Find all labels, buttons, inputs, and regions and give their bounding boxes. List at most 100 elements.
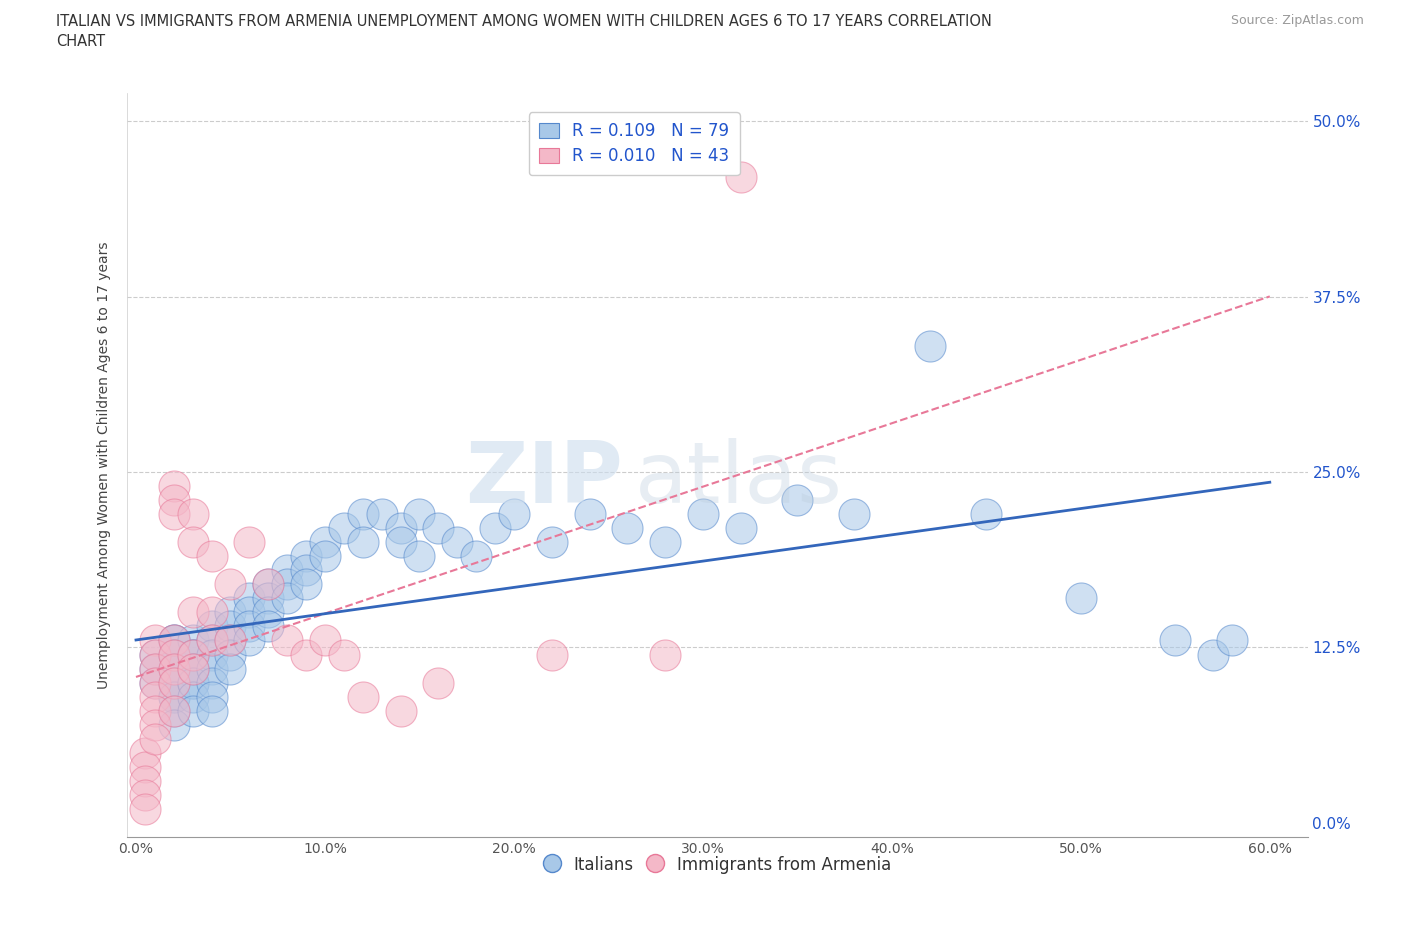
Point (181, 661, 204, 676)
Point (276, 577, 298, 591)
Point (578, 507, 600, 522)
Point (257, 577, 280, 591)
Point (257, 619, 280, 634)
Point (163, 647, 186, 662)
Point (257, 604, 280, 619)
Point (134, 745, 156, 760)
Point (181, 647, 204, 662)
Point (163, 689, 186, 704)
Point (257, 577, 280, 591)
Point (389, 521, 412, 536)
Point (654, 535, 676, 550)
Point (389, 535, 412, 550)
Point (314, 535, 336, 550)
Point (143, 731, 166, 746)
Point (730, 170, 752, 185)
Point (181, 604, 204, 619)
Point (163, 507, 186, 522)
Point (540, 647, 562, 662)
Point (143, 661, 166, 676)
Legend: Italians, Immigrants from Armenia: Italians, Immigrants from Armenia (537, 849, 897, 881)
Point (1202, 647, 1225, 662)
Point (352, 507, 374, 522)
Point (163, 661, 186, 676)
Point (295, 577, 318, 591)
Point (163, 661, 186, 676)
Point (692, 507, 714, 522)
Point (276, 633, 298, 648)
Point (238, 633, 260, 648)
Point (408, 507, 430, 522)
Point (134, 788, 156, 803)
Point (143, 647, 166, 662)
Point (730, 521, 752, 536)
Text: Source: ZipAtlas.com: Source: ZipAtlas.com (1230, 14, 1364, 27)
Point (200, 661, 222, 676)
Point (163, 717, 186, 732)
Point (465, 549, 488, 564)
Point (181, 647, 204, 662)
Point (219, 577, 242, 591)
Point (200, 604, 222, 619)
Point (1164, 633, 1187, 648)
Point (163, 689, 186, 704)
Point (143, 647, 166, 662)
Point (219, 633, 242, 648)
Point (163, 633, 186, 648)
Point (181, 675, 204, 690)
Point (181, 633, 204, 648)
Point (238, 619, 260, 634)
Point (276, 563, 298, 578)
Point (143, 661, 166, 676)
Point (163, 675, 186, 690)
Point (163, 703, 186, 718)
Point (842, 507, 865, 522)
Point (200, 633, 222, 648)
Point (408, 549, 430, 564)
Text: CHART: CHART (56, 34, 105, 49)
Point (200, 633, 222, 648)
Point (540, 535, 562, 550)
Point (200, 549, 222, 564)
Point (181, 661, 204, 676)
Point (200, 689, 222, 704)
Point (181, 535, 204, 550)
Point (163, 675, 186, 690)
Point (389, 703, 412, 718)
Point (181, 507, 204, 522)
Point (219, 661, 242, 676)
Point (654, 647, 676, 662)
Point (616, 521, 638, 536)
Point (143, 633, 166, 648)
Point (163, 493, 186, 508)
Point (314, 633, 336, 648)
Point (134, 774, 156, 789)
Point (163, 661, 186, 676)
Point (276, 591, 298, 605)
Point (143, 717, 166, 732)
Point (295, 563, 318, 578)
Point (786, 493, 808, 508)
Point (143, 675, 166, 690)
Point (200, 675, 222, 690)
Point (181, 689, 204, 704)
Point (333, 521, 356, 536)
Point (143, 675, 166, 690)
Point (295, 647, 318, 662)
Point (295, 549, 318, 564)
Point (181, 661, 204, 676)
Point (163, 647, 186, 662)
Point (134, 802, 156, 817)
Point (314, 549, 336, 564)
Point (143, 689, 166, 704)
Point (181, 675, 204, 690)
Point (976, 507, 998, 522)
Point (219, 647, 242, 662)
Text: atlas: atlas (634, 438, 842, 522)
Point (200, 619, 222, 634)
Point (918, 339, 941, 353)
Point (163, 479, 186, 494)
Point (352, 689, 374, 704)
Point (181, 703, 204, 718)
Point (219, 619, 242, 634)
